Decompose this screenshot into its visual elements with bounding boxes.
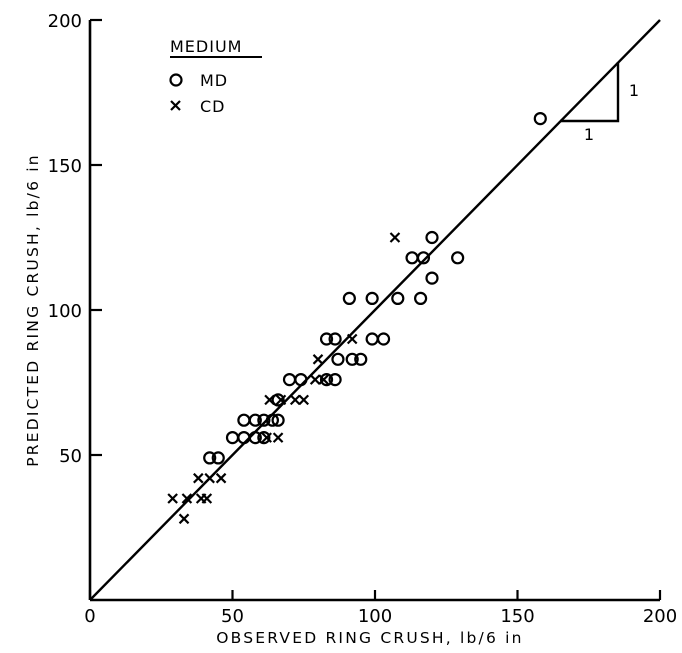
md-point [328,332,342,346]
cd-point [312,354,324,365]
md-point [271,413,285,427]
md-point [451,251,465,265]
legend: MEDIUM MD CD [169,37,262,116]
cd-point [201,493,213,504]
cd-point [178,513,190,525]
cd-point [193,472,204,484]
md-point [282,373,297,387]
md-point [294,373,308,387]
legend-md-label: MD [200,71,228,90]
cd-point [204,472,215,484]
md-point [257,413,271,427]
md-point [331,352,345,366]
md-point [414,291,428,305]
x-axis-label: OBSERVED RING CRUSH, lb/6 in [216,629,523,647]
cd-point [318,374,329,385]
md-point [376,332,391,346]
slope-triangle-legs [560,62,620,123]
cd-point [289,394,301,406]
md-point [271,393,285,407]
md-point [211,451,225,465]
tick-labels: 0 50 100 150 200 50 100 150 200 [48,11,678,627]
md-point [248,413,262,427]
cd-point [167,493,178,504]
y-tick-label: 200 [48,11,82,32]
slope-rise-label: 1 [629,81,639,100]
slope-triangle: 1 1 [560,62,639,144]
x-tick-label: 200 [643,606,677,627]
cd-point [264,394,275,406]
md-point [425,230,439,245]
cd-point [298,394,310,406]
cd-point [272,432,284,443]
md-point [237,413,251,427]
md-point [391,291,405,305]
legend-cd-marker [170,100,181,111]
md-point [365,291,379,305]
md-point [345,352,359,366]
slope-run-label: 1 [584,125,594,144]
legend-title: MEDIUM [170,37,242,56]
cd-point [389,232,401,243]
md-point [225,431,240,445]
cd-point [309,374,321,385]
md-point [248,431,262,445]
y-tick-label: 100 [48,301,82,322]
md-point [319,332,334,346]
data-points [167,111,547,525]
md-point [342,291,356,305]
md-point [405,251,419,265]
x-tick-label: 150 [500,606,534,627]
md-point [328,373,342,387]
y-axis-label: PREDICTED RING CRUSH, lb/6 in [24,153,42,467]
legend-cd-label: CD [200,97,226,116]
md-point [425,271,439,285]
cd-point [261,432,272,443]
md-point [354,352,368,366]
md-point [533,111,547,126]
md-point [265,413,279,427]
reference-line [89,19,661,601]
cd-point [215,472,227,484]
md-point [416,251,431,265]
x-tick-label: 0 [84,606,95,627]
x-tick-label: 50 [221,606,244,627]
y-tick-label: 150 [48,156,82,177]
cd-point [346,333,358,345]
md-point [237,431,251,445]
cd-point [181,493,193,504]
md-point [319,373,334,387]
md-point [203,451,217,465]
md-point [257,431,271,445]
x-tick-label: 100 [358,606,392,627]
cd-point [275,394,287,406]
legend-md-marker [169,73,183,87]
md-point [365,332,379,346]
y-tick-label: 50 [59,446,82,467]
